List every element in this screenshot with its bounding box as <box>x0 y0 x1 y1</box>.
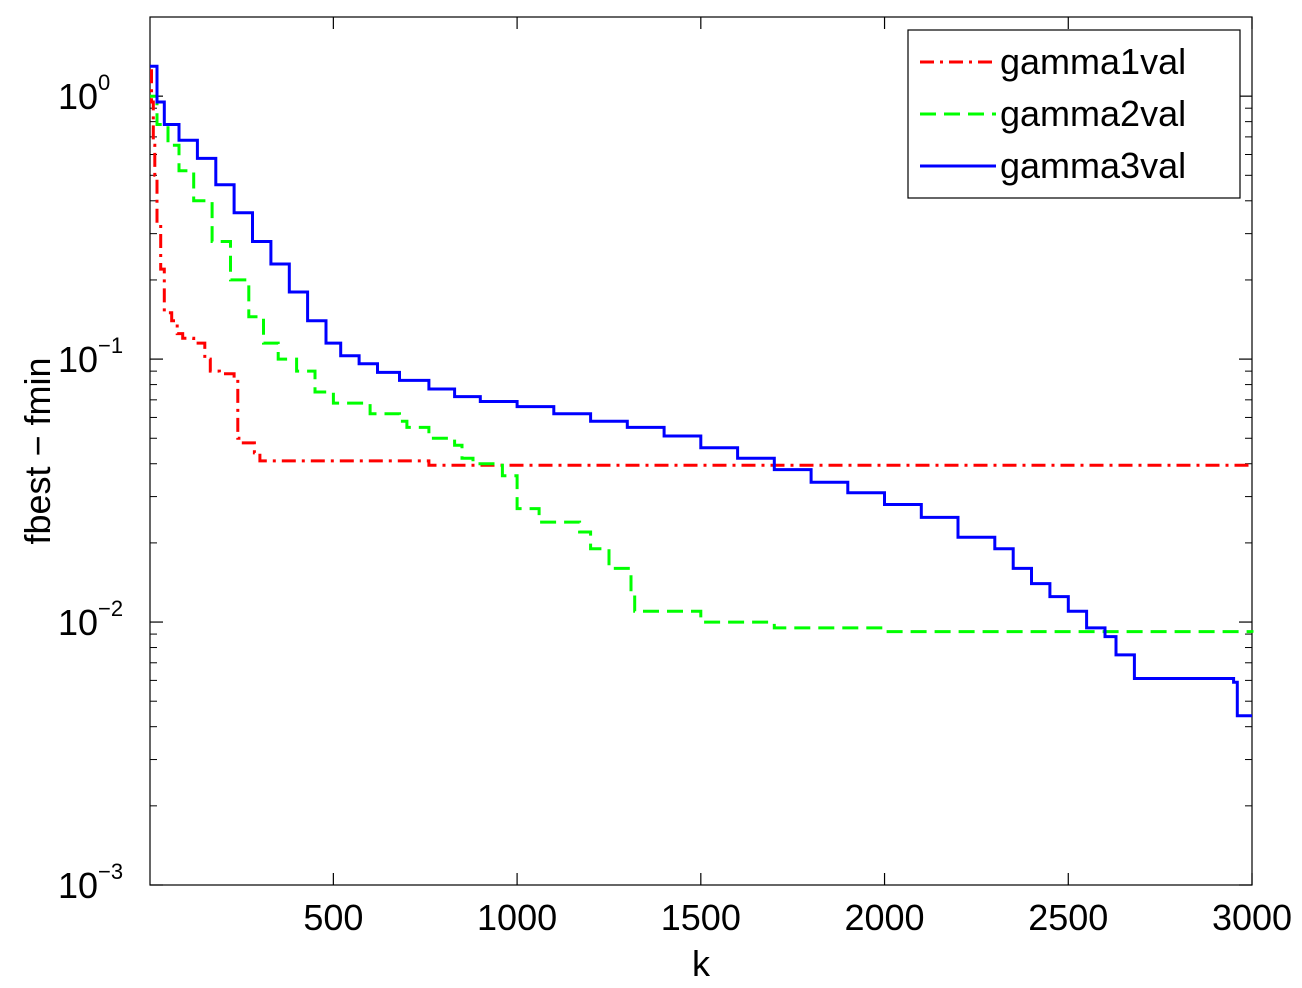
y-tick-label-base: 10 <box>58 865 98 906</box>
legend-label-gamma1val: gamma1val <box>1000 41 1186 82</box>
y-tick-label: 10 −1 <box>58 333 123 380</box>
x-tick-label: 1500 <box>661 897 741 938</box>
y-axis-label: fbest − fmin <box>17 357 58 544</box>
x-tick-label: 500 <box>303 897 363 938</box>
x-tick-label: 3000 <box>1212 897 1292 938</box>
x-tick-label: 2500 <box>1028 897 1108 938</box>
y-tick-label-exponent: 0 <box>98 70 110 95</box>
legend: gamma1val gamma2val gamma3val <box>907 29 1241 199</box>
series-layer <box>150 64 1254 718</box>
y-tick-label: 10 −2 <box>58 596 123 643</box>
x-tick-label: 2000 <box>844 897 924 938</box>
series-line-gamma1val <box>150 69 1252 467</box>
legend-items: gamma1val gamma2val gamma3val <box>920 41 1186 186</box>
y-tick-label-exponent: −3 <box>98 859 123 884</box>
x-tick-label: 1000 <box>477 897 557 938</box>
y-tick-label-base: 10 <box>58 602 98 643</box>
y-tick-label-exponent: −2 <box>98 596 123 621</box>
y-tick-label: 10 −3 <box>58 859 123 906</box>
y-tick-label: 10 0 <box>58 70 110 117</box>
x-axis-label: k <box>692 943 711 984</box>
y-tick-label-base: 10 <box>58 339 98 380</box>
series-line-gamma3val <box>150 64 1252 718</box>
y-tick-label-exponent: −1 <box>98 333 123 358</box>
series-line-gamma2val <box>150 94 1254 634</box>
legend-box <box>907 29 1241 199</box>
y-tick-label-base: 10 <box>58 76 98 117</box>
legend-label-gamma3val: gamma3val <box>1000 145 1186 186</box>
x-axis-ticks: 500 1000 1500 2000 2500 3000 <box>303 17 1292 938</box>
legend-label-gamma2val: gamma2val <box>1000 93 1186 134</box>
